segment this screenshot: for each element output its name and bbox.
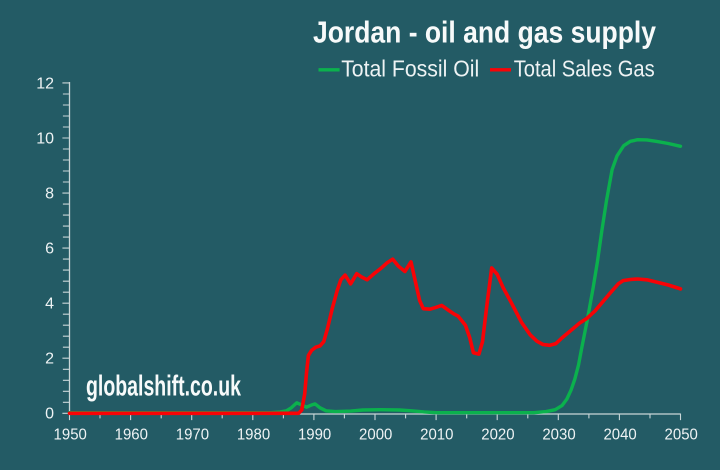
svg-text:1950: 1950	[54, 426, 87, 443]
svg-text:2010: 2010	[420, 426, 453, 443]
svg-text:1970: 1970	[176, 426, 209, 443]
svg-text:globalshift.co.uk: globalshift.co.uk	[86, 371, 242, 403]
svg-text:2000: 2000	[359, 426, 392, 443]
svg-text:8: 8	[45, 186, 54, 203]
svg-text:2040: 2040	[603, 426, 636, 443]
svg-text:12: 12	[36, 75, 54, 92]
svg-text:1990: 1990	[298, 426, 331, 443]
svg-text:1980: 1980	[237, 426, 270, 443]
svg-text:1960: 1960	[115, 426, 148, 443]
svg-text:Total Fossil Oil: Total Fossil Oil	[341, 56, 479, 82]
svg-text:4: 4	[45, 296, 54, 313]
svg-text:6: 6	[45, 241, 54, 258]
svg-text:2: 2	[45, 351, 54, 368]
svg-text:2050: 2050	[665, 426, 698, 443]
svg-text:2020: 2020	[481, 426, 514, 443]
svg-text:2030: 2030	[542, 426, 575, 443]
svg-text:Jordan - oil and gas supply: Jordan - oil and gas supply	[313, 15, 657, 50]
svg-text:0: 0	[45, 406, 54, 423]
svg-text:10: 10	[36, 130, 54, 147]
svg-text:Total Sales Gas: Total Sales Gas	[514, 56, 655, 82]
